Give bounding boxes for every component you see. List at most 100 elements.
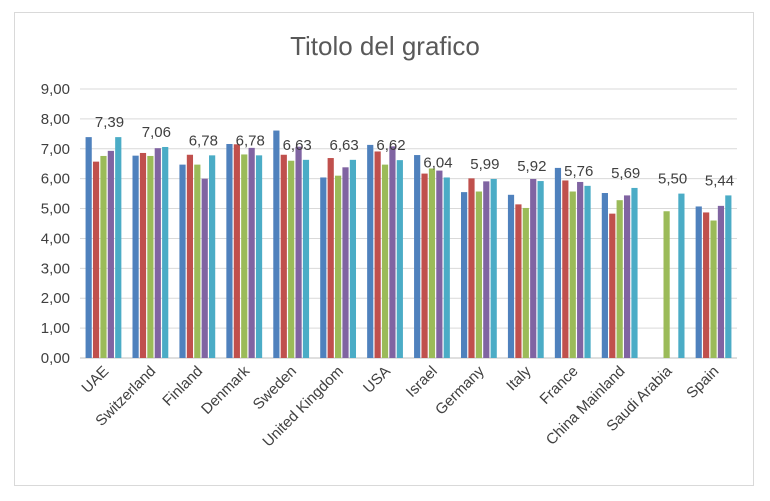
bar (436, 170, 443, 358)
bar (115, 137, 122, 358)
bar (468, 178, 475, 358)
bar (241, 154, 248, 358)
bar (703, 212, 710, 358)
bar (601, 193, 608, 358)
bar (609, 213, 616, 358)
bar (107, 150, 114, 358)
bar (147, 155, 154, 358)
bar (201, 178, 208, 358)
bar (302, 159, 310, 358)
bar (522, 207, 529, 358)
y-tick-label: 0,00 (41, 350, 70, 367)
bar (695, 206, 702, 358)
bar (443, 177, 450, 358)
bar (179, 164, 186, 358)
y-tick-label: 4,00 (41, 230, 70, 247)
bar (616, 200, 623, 358)
gridlines (80, 88, 737, 359)
data-label: 5,99 (470, 156, 499, 173)
data-label: 7,39 (95, 114, 124, 131)
data-label: 7,06 (142, 124, 171, 141)
data-label: 6,78 (189, 132, 218, 149)
bar (569, 191, 576, 358)
bar (233, 144, 240, 358)
data-label: 5,76 (564, 163, 593, 180)
chart-frame: Titolo del grafico 0,00 1,00 2,00 3,00 4,00 5… (14, 12, 754, 486)
bars (85, 130, 732, 358)
data-labels: 7,39 7,06 6,78 6,78 6,63 6,63 6,62 6,04 5,99 5,92… (95, 114, 734, 189)
y-tick-label: 2,00 (41, 290, 70, 307)
bar (288, 160, 295, 358)
bar (255, 155, 263, 358)
bar (428, 168, 436, 358)
data-label: 6,63 (283, 137, 312, 154)
x-tick-label: France (537, 363, 582, 408)
y-tick-label: 1,00 (41, 320, 70, 337)
bar (584, 185, 591, 358)
data-label: 6,63 (330, 137, 359, 154)
x-tick-label: Germany (432, 362, 488, 418)
bar (389, 146, 396, 358)
bar (186, 154, 194, 358)
bar (367, 144, 374, 358)
chart-title: Titolo del grafico (290, 31, 480, 61)
bar (381, 164, 389, 358)
y-tick-label: 6,00 (41, 171, 70, 188)
y-tick-label: 8,00 (41, 111, 70, 128)
bar (100, 155, 107, 358)
bar (631, 187, 638, 358)
bar (490, 178, 497, 358)
x-tick-label: Spain (683, 363, 722, 402)
bar (273, 130, 280, 358)
data-label: 5,69 (611, 165, 640, 182)
data-label: 6,04 (423, 154, 452, 171)
y-tick-label: 3,00 (41, 260, 70, 277)
bar (678, 193, 685, 358)
bar (396, 160, 403, 358)
y-tick-label: 7,00 (41, 141, 70, 158)
x-tick-label: Denmark (198, 362, 253, 417)
data-label: 5,92 (517, 158, 546, 175)
x-tick-label: Finland (159, 363, 206, 410)
bar (162, 146, 169, 358)
y-tick-label: 5,00 (41, 201, 70, 218)
x-tick-label: Italy (503, 362, 535, 394)
bar (335, 175, 342, 358)
bar (507, 194, 515, 358)
bar (295, 146, 302, 358)
bar (577, 181, 584, 358)
bar (280, 154, 287, 358)
bar (515, 204, 522, 358)
x-tick-label: Israel (403, 363, 441, 401)
bar (475, 191, 482, 358)
data-label: 5,44 (705, 172, 734, 189)
bar (717, 205, 725, 358)
bar (562, 180, 569, 358)
bar (554, 167, 562, 358)
bar (209, 155, 216, 358)
y-axis-ticks: 0,00 1,00 2,00 3,00 4,00 5,00 6,00 7,00 8,00 9,00 (41, 81, 70, 367)
x-tick-label: United Kingdom (259, 363, 346, 450)
bar (623, 195, 631, 358)
x-tick-label: USA (360, 363, 394, 397)
bar (414, 155, 421, 358)
bar (132, 155, 139, 358)
bar (349, 159, 357, 358)
bar (663, 211, 670, 358)
bar (421, 173, 428, 358)
bar (320, 177, 327, 358)
data-label: 6,78 (236, 132, 265, 149)
data-label: 6,62 (376, 137, 405, 154)
x-tick-label: UAE (78, 363, 112, 397)
bar (725, 195, 732, 358)
bar (139, 152, 147, 358)
bar (226, 143, 233, 358)
bar (85, 137, 92, 358)
bar (342, 167, 349, 358)
bar (154, 148, 161, 358)
bar (327, 158, 334, 358)
bar (483, 181, 490, 358)
bar (537, 181, 544, 358)
bar (374, 151, 381, 358)
